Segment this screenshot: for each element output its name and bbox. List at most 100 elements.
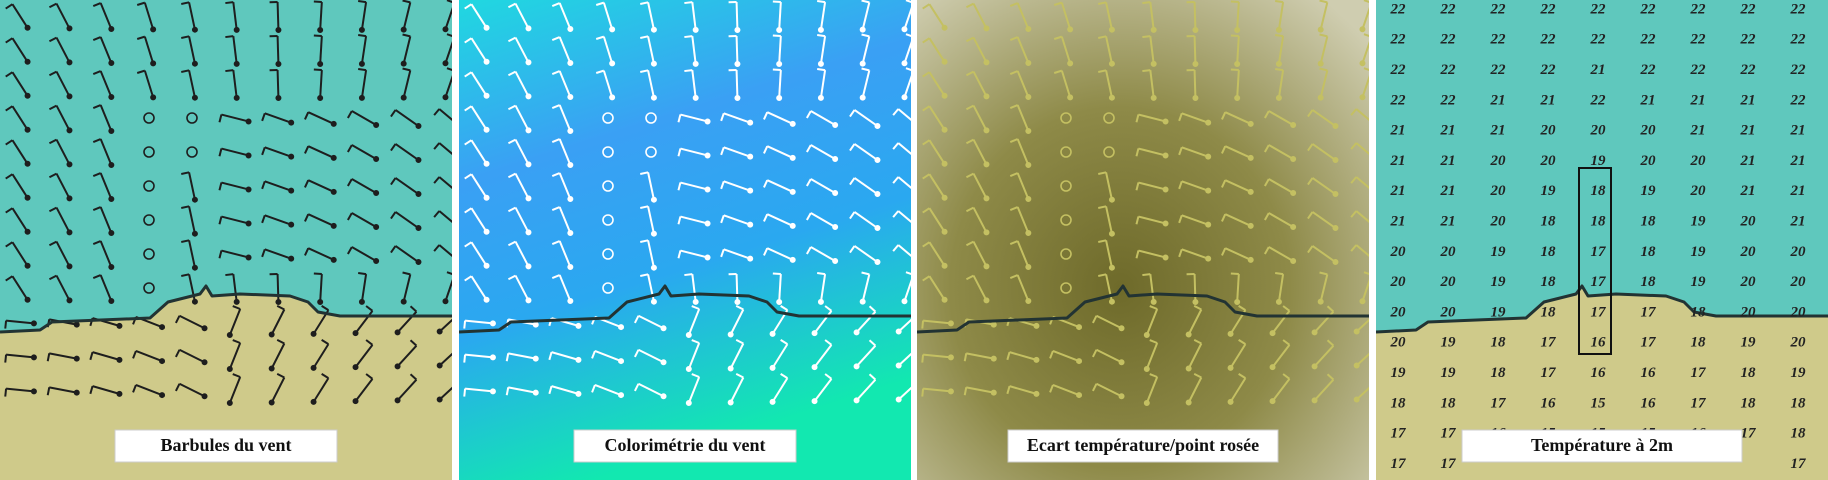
arrow-shaft bbox=[312, 377, 330, 403]
arrow-head bbox=[116, 322, 123, 329]
arrow-barb bbox=[849, 245, 856, 254]
temperature-value: 18 bbox=[1791, 426, 1807, 442]
arrow-head bbox=[288, 119, 295, 126]
arrow-shaft bbox=[1193, 273, 1197, 303]
arrow-shaft bbox=[360, 36, 368, 64]
arrow-head bbox=[245, 118, 252, 125]
arrow-barb bbox=[1363, 67, 1369, 71]
arrow-shaft bbox=[1145, 308, 1159, 336]
arrow-barb bbox=[92, 206, 102, 212]
wind-arrow bbox=[720, 146, 754, 160]
arrow-barb bbox=[763, 213, 769, 222]
arrow-head bbox=[275, 60, 282, 67]
wind-arrow bbox=[433, 142, 452, 155]
wind-arrow bbox=[132, 350, 166, 365]
label-box bbox=[1461, 429, 1743, 463]
arrow-shaft bbox=[966, 386, 994, 394]
wind-arrow bbox=[1178, 180, 1212, 194]
wind-arrow bbox=[48, 206, 73, 236]
arrow-barb bbox=[735, 339, 744, 345]
arrow-barb bbox=[551, 138, 561, 144]
arrow-shaft bbox=[1149, 273, 1155, 303]
arrow-barb bbox=[175, 349, 181, 358]
arrow-barb bbox=[965, 138, 974, 145]
arrow-barb bbox=[1238, 339, 1246, 345]
wind-arrow bbox=[390, 177, 422, 198]
arrow-barb bbox=[634, 349, 640, 358]
arrow-head bbox=[330, 154, 337, 161]
arrow-barb bbox=[321, 373, 329, 379]
temperature-value: 17 bbox=[1691, 395, 1707, 411]
arrow-head bbox=[1317, 94, 1324, 101]
wind-arrow bbox=[436, 318, 452, 335]
arrow-barb bbox=[232, 373, 241, 378]
arrow-head bbox=[769, 398, 776, 405]
arrow-shaft bbox=[1187, 309, 1203, 335]
wind-arrow bbox=[352, 339, 374, 371]
wind-arrow bbox=[175, 382, 208, 400]
arrow-shaft bbox=[1271, 378, 1291, 402]
wind-arrow bbox=[963, 352, 997, 362]
wind-arrow bbox=[922, 207, 948, 235]
arrow-barb bbox=[181, 171, 190, 175]
arrow-barb bbox=[402, 0, 411, 4]
arrow-shaft bbox=[55, 105, 71, 131]
arrow-head bbox=[874, 157, 881, 164]
wind-arrow bbox=[4, 319, 37, 329]
arrow-head bbox=[108, 263, 115, 270]
arrow-head bbox=[1290, 223, 1297, 230]
wind-arrow bbox=[640, 1, 657, 33]
wind-arrow bbox=[136, 1, 157, 33]
arrow-shaft bbox=[319, 35, 323, 65]
arrow-barb bbox=[1275, 67, 1284, 72]
arrow-shaft bbox=[1096, 382, 1122, 398]
wind-arrow bbox=[965, 240, 990, 270]
arrow-shaft bbox=[855, 378, 877, 402]
temperature-value: 22 bbox=[1390, 1, 1407, 17]
temperature-value: 22 bbox=[1590, 1, 1607, 17]
arrow-shaft bbox=[179, 348, 205, 364]
arrow-barb bbox=[1009, 70, 1019, 76]
arrow-head bbox=[1269, 398, 1276, 405]
arrow-shaft bbox=[810, 110, 836, 126]
wind-arrow bbox=[358, 33, 368, 67]
arrow-shaft bbox=[1149, 1, 1155, 31]
wind-arrow bbox=[965, 206, 990, 236]
temperature-value: 22 bbox=[1690, 62, 1707, 78]
coastline bbox=[0, 284, 452, 334]
wind-arrow bbox=[728, 69, 741, 101]
wind-arrow bbox=[436, 386, 452, 403]
arrow-barb bbox=[684, 35, 693, 39]
temperature-value: 20 bbox=[1790, 244, 1807, 260]
arrow-head bbox=[734, 60, 741, 67]
wind-arrow bbox=[442, 33, 452, 67]
arrow-head bbox=[1247, 120, 1254, 127]
wind-arrow bbox=[304, 111, 337, 127]
arrow-barb bbox=[1363, 271, 1369, 275]
arrow-shaft bbox=[221, 181, 249, 191]
wind-arrow bbox=[1053, 1, 1074, 33]
arrow-barb bbox=[132, 350, 137, 359]
arrow-shaft bbox=[351, 110, 377, 126]
arrow-head bbox=[1118, 359, 1125, 366]
arrow-shaft bbox=[1181, 214, 1209, 226]
arrow-shaft bbox=[470, 3, 488, 29]
arrow-head bbox=[747, 187, 754, 194]
arrow-shaft bbox=[394, 245, 420, 263]
arrow-head bbox=[983, 93, 990, 100]
temperature-value: 22 bbox=[1390, 32, 1407, 48]
arrow-head bbox=[525, 59, 532, 66]
temperature-value: 21 bbox=[1440, 123, 1456, 139]
arrow-head bbox=[330, 188, 337, 195]
wind-arrow bbox=[772, 272, 783, 305]
wind-arrow bbox=[1230, 0, 1241, 33]
arrow-head bbox=[1150, 60, 1157, 67]
wind-arrow bbox=[1307, 245, 1339, 266]
arrow-head bbox=[288, 255, 295, 262]
arrow-head bbox=[776, 26, 783, 33]
wind-arrow bbox=[1186, 1, 1199, 33]
arrow-head bbox=[650, 60, 657, 67]
arrow-shaft bbox=[1016, 274, 1030, 302]
arrow-shaft bbox=[438, 108, 452, 121]
